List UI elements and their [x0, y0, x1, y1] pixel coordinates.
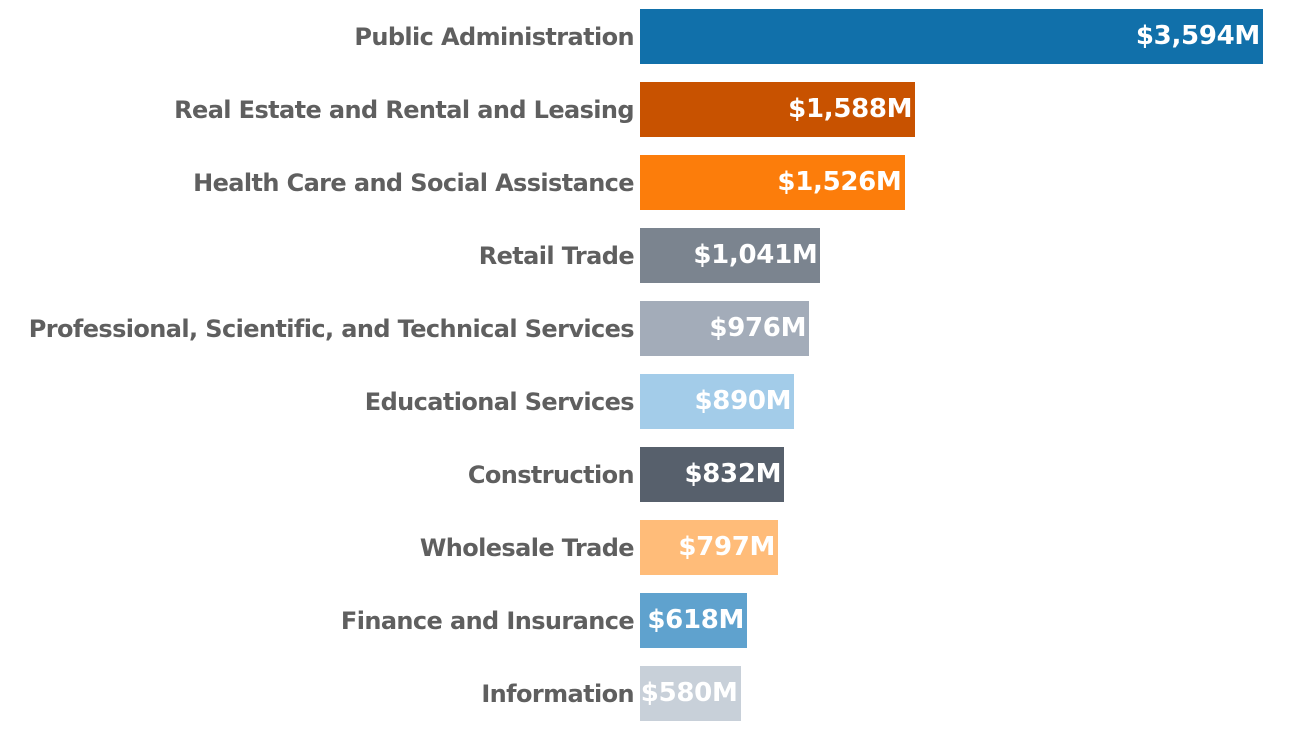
value-label: $618M [647, 605, 745, 635]
category-label: Health Care and Social Assistance [193, 169, 635, 197]
value-label: $1,041M [693, 240, 818, 270]
bar: $1,526M [640, 155, 905, 210]
category-label: Construction [467, 461, 635, 489]
category-label: Educational Services [364, 388, 635, 416]
value-label: $797M [678, 532, 776, 562]
value-label: $1,526M [777, 167, 902, 197]
bar: $832M [640, 447, 785, 502]
category-label: Real Estate and Rental and Leasing [174, 96, 634, 124]
bar: $797M [640, 520, 779, 575]
bar: $580M [640, 666, 741, 721]
bar: $1,588M [640, 82, 916, 137]
category-label: Information [481, 680, 634, 708]
category-label: Finance and Insurance [340, 607, 635, 635]
value-label: $976M [709, 313, 807, 343]
bar: $1,041M [640, 228, 821, 283]
category-label: Public Administration [354, 23, 634, 51]
category-label: Professional, Scientific, and Technical … [28, 315, 635, 343]
value-label: $890M [694, 386, 792, 416]
value-label: $832M [684, 459, 782, 489]
bar: $976M [640, 301, 810, 356]
category-label: Wholesale Trade [419, 534, 635, 562]
value-label: $580M [640, 678, 738, 708]
value-label: $3,594M [1135, 21, 1260, 51]
bar: $890M [640, 374, 795, 429]
bar: $3,594M [640, 9, 1263, 64]
value-label: $1,588M [788, 94, 913, 124]
category-label: Retail Trade [478, 242, 635, 270]
bar: $618M [640, 593, 748, 648]
